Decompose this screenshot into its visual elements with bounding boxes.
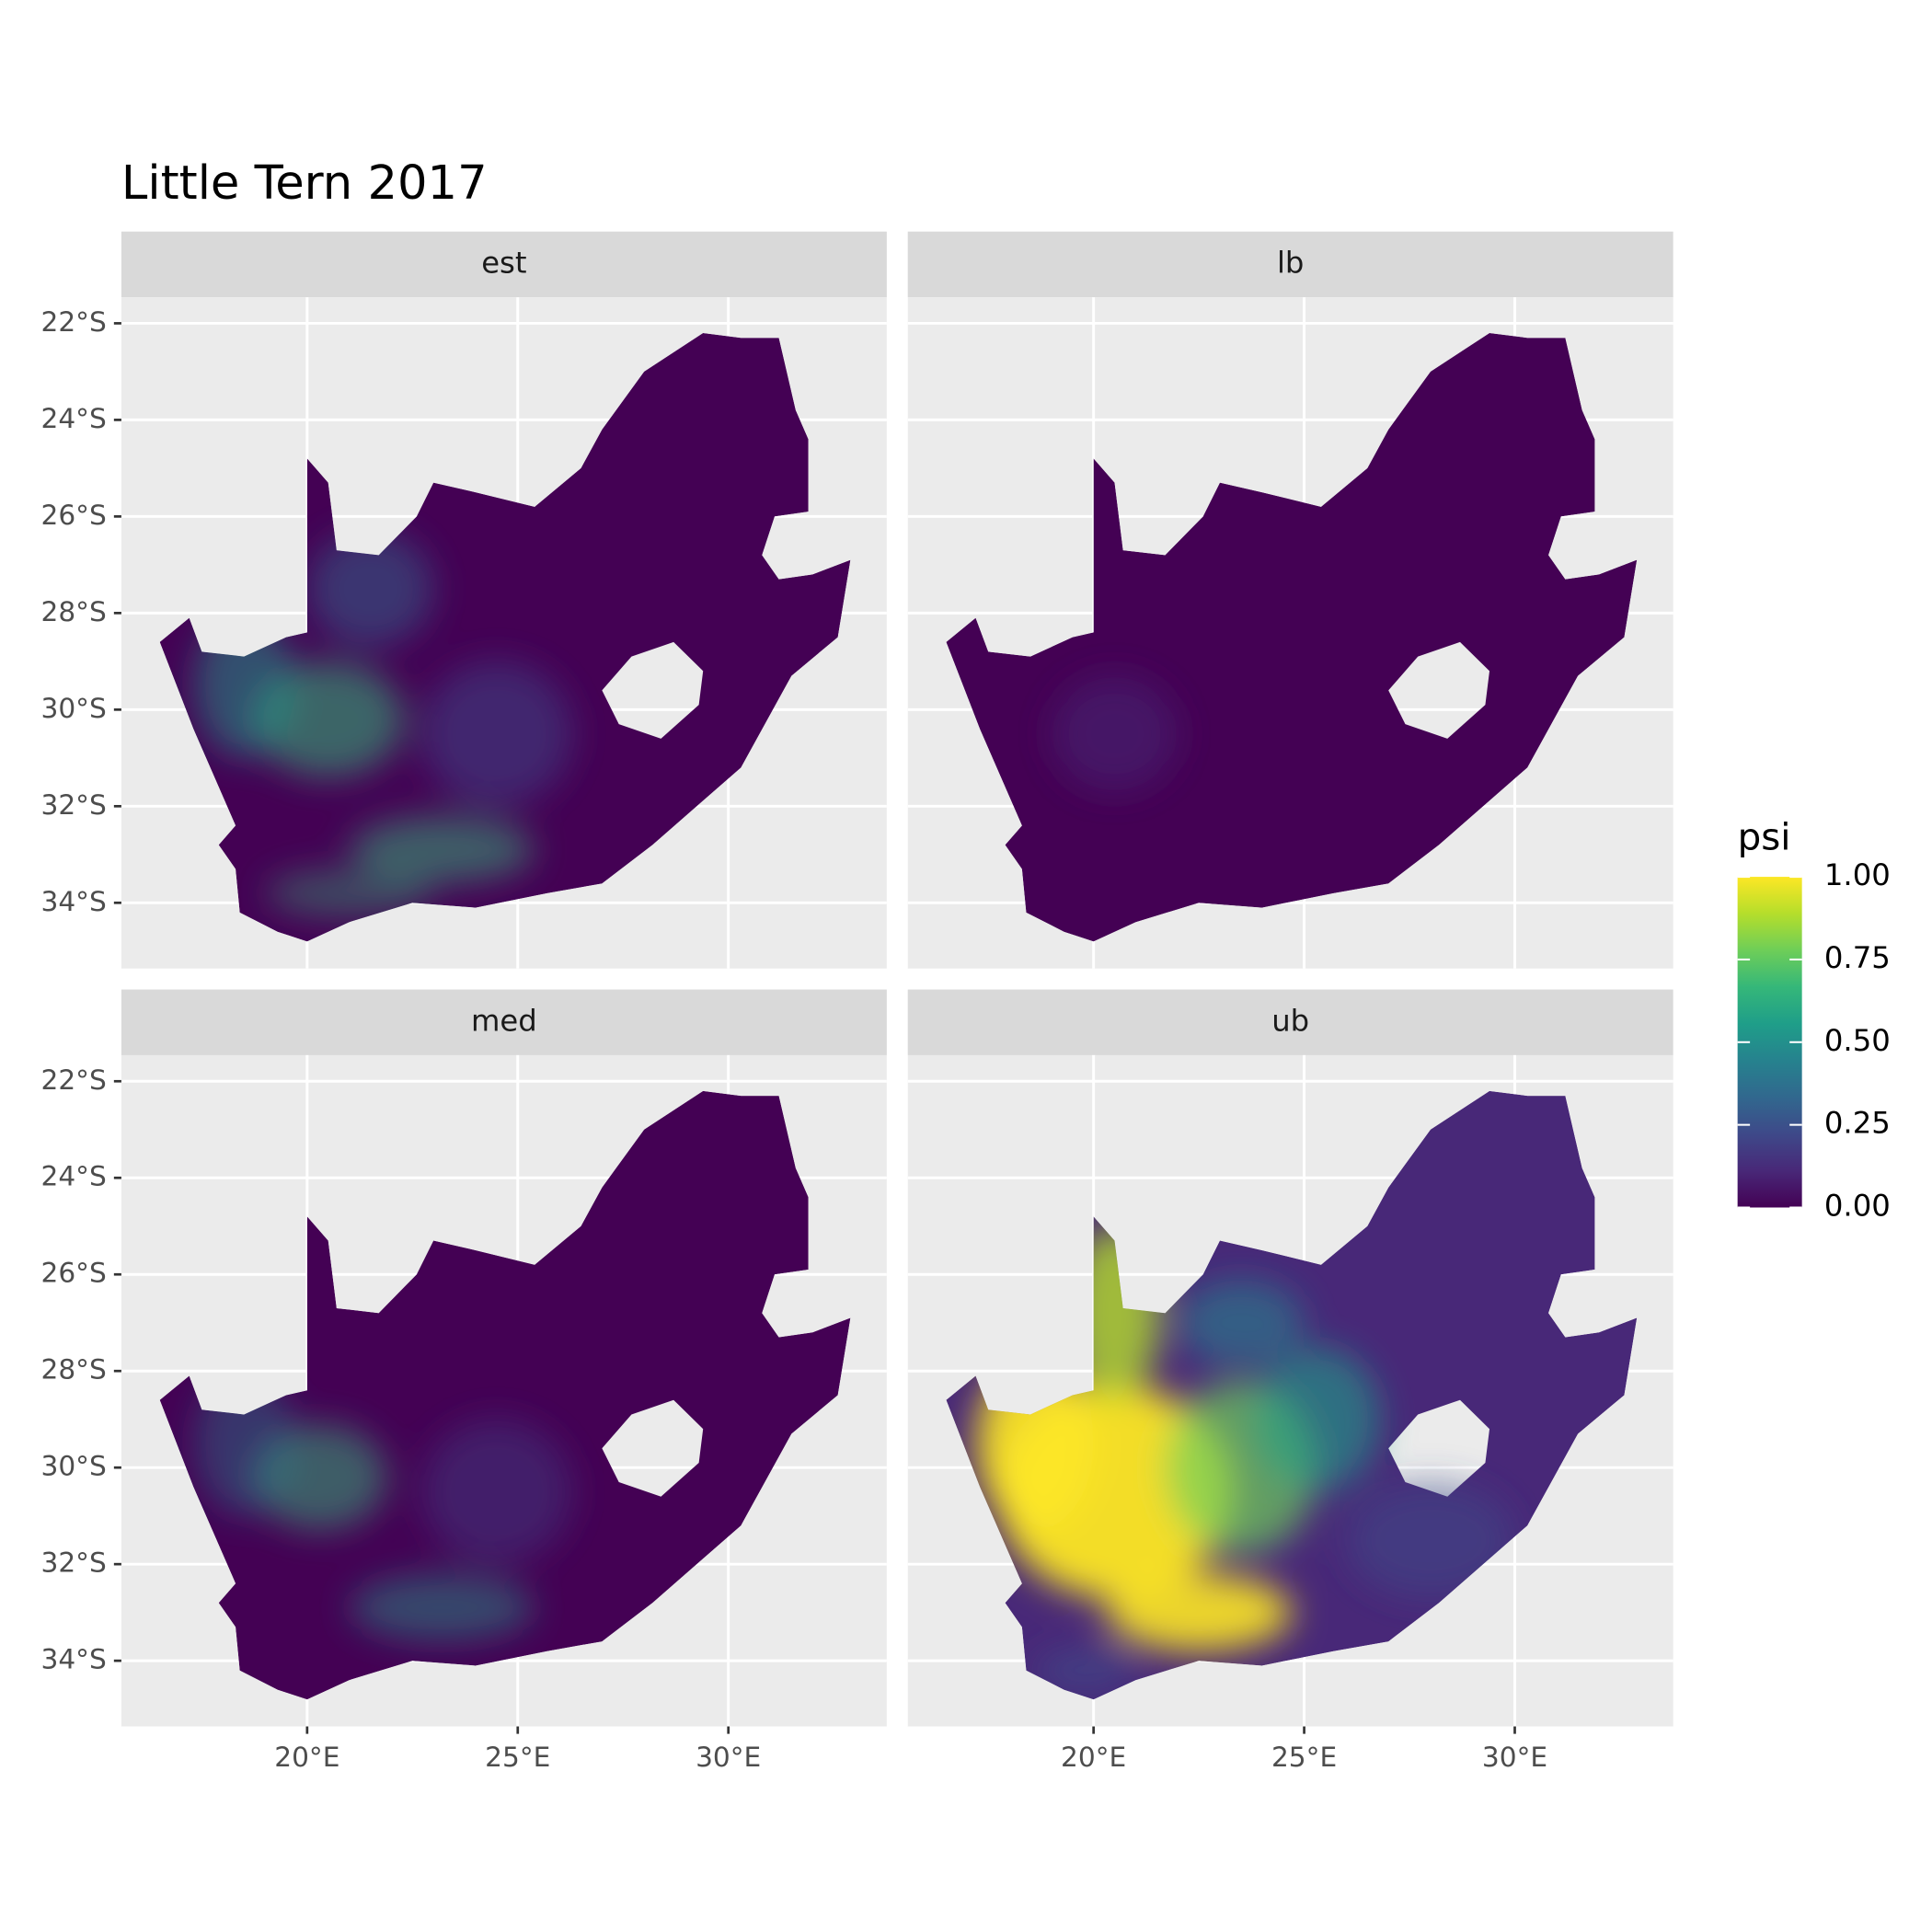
- x-tick-label: 20°E: [274, 1742, 339, 1773]
- y-tick-label: 26°S: [40, 1258, 106, 1289]
- raster-patch: [306, 531, 434, 648]
- legend-label: 0.00: [1824, 1189, 1891, 1224]
- raster-patch: [265, 868, 434, 918]
- y-tick-label: 28°S: [40, 1354, 106, 1386]
- x-tick-label: 20°E: [1061, 1742, 1126, 1773]
- legend-label: 0.75: [1824, 940, 1891, 975]
- legend-label: 0.50: [1824, 1023, 1891, 1058]
- y-tick-label: 32°S: [40, 1547, 106, 1579]
- y-tick-label: 22°S: [40, 306, 106, 338]
- y-tick-label: 30°S: [40, 693, 106, 724]
- legend-title: psi: [1738, 816, 1791, 859]
- x-tick-label: 30°E: [696, 1742, 761, 1773]
- y-tick-label: 34°S: [40, 1644, 106, 1675]
- strip-label: est: [481, 245, 526, 280]
- raster-patch: [349, 815, 535, 884]
- y-tick-label: 32°S: [40, 789, 106, 821]
- raster-patch: [420, 1419, 573, 1565]
- raster-blobs: [193, 531, 573, 918]
- strip: [907, 989, 1673, 1055]
- strip: [121, 231, 887, 298]
- raster-blobs: [975, 1225, 1515, 1690]
- x-tick-label: 25°E: [1271, 1742, 1337, 1773]
- strip: [121, 989, 887, 1055]
- y-tick-label: 26°S: [40, 500, 106, 531]
- y-tick-label: 24°S: [40, 1161, 106, 1192]
- x-tick-label: 30°E: [1482, 1742, 1547, 1773]
- x-tick-label: 25°E: [485, 1742, 550, 1773]
- raster-blobs: [1051, 675, 1179, 792]
- raster-patch: [1051, 675, 1179, 792]
- raster-blobs: [193, 1371, 573, 1642]
- map-raster: [946, 332, 1638, 942]
- legend-label: 0.25: [1824, 1106, 1891, 1141]
- strip-label: lb: [1277, 245, 1304, 280]
- raster-patch: [1178, 1279, 1305, 1366]
- chart-title: Little Tern 2017: [121, 156, 488, 211]
- y-tick-label: 28°S: [40, 596, 106, 627]
- raster-patch: [1106, 1573, 1292, 1651]
- land: [159, 1090, 851, 1700]
- map-raster: [159, 332, 851, 942]
- strip: [907, 231, 1673, 298]
- land: [159, 332, 851, 942]
- raster-patch: [349, 1573, 535, 1642]
- raster-patch: [1253, 1346, 1380, 1492]
- legend-label: 1.00: [1824, 857, 1891, 892]
- raster-patch: [420, 661, 573, 807]
- map-raster: [946, 1090, 1638, 1700]
- map-raster: [159, 1090, 851, 1700]
- y-tick-label: 24°S: [40, 403, 106, 434]
- strip-label: ub: [1271, 1003, 1309, 1038]
- strip-label: med: [471, 1003, 537, 1038]
- y-tick-label: 22°S: [40, 1064, 106, 1096]
- y-tick-label: 30°S: [40, 1451, 106, 1482]
- y-tick-label: 34°S: [40, 886, 106, 917]
- raster-patch: [1034, 1650, 1136, 1690]
- raster-patch: [1346, 1481, 1515, 1598]
